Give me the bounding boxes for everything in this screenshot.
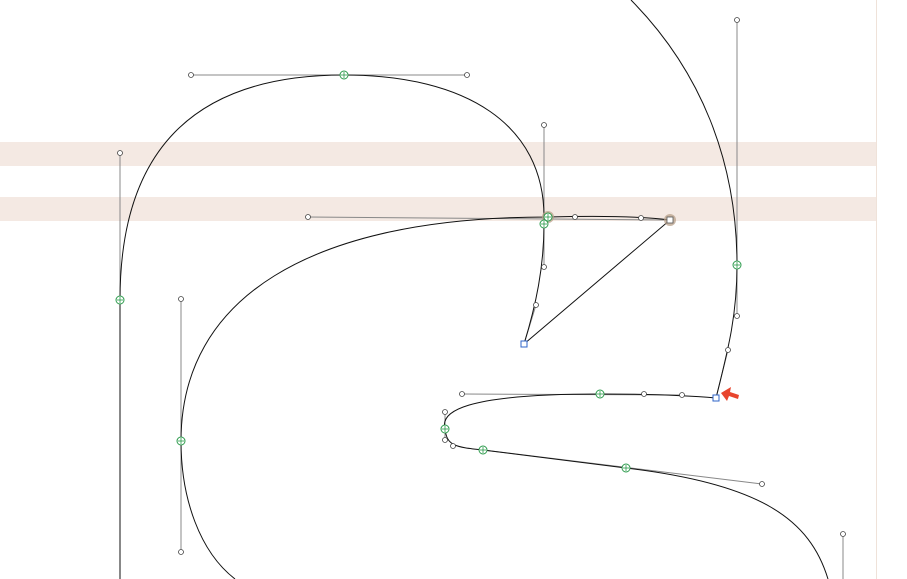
handle-points[interactable] bbox=[117, 17, 846, 555]
guide-band-upper bbox=[0, 142, 876, 166]
corner-points[interactable] bbox=[520, 340, 720, 402]
smooth-points[interactable] bbox=[115, 70, 742, 473]
guide-band-lower bbox=[0, 197, 876, 221]
handle-lines bbox=[119, 20, 844, 579]
glyph-outline[interactable] bbox=[119, 0, 829, 579]
arrow-pointer-icon bbox=[721, 387, 739, 401]
